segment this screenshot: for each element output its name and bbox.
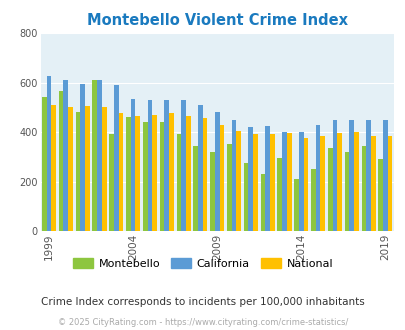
Bar	[387, 136, 392, 231]
Bar	[214, 112, 219, 231]
Bar	[181, 100, 185, 231]
Bar	[377, 159, 382, 231]
Bar	[370, 136, 375, 231]
Bar	[349, 120, 353, 231]
Bar	[152, 115, 157, 231]
Bar	[243, 163, 248, 231]
Bar	[303, 138, 308, 231]
Bar	[231, 120, 236, 231]
Bar	[294, 179, 298, 231]
Bar	[310, 169, 315, 231]
Bar	[360, 146, 365, 231]
Bar	[327, 148, 332, 231]
Legend: Montebello, California, National: Montebello, California, National	[68, 254, 337, 273]
Bar	[97, 80, 102, 231]
Bar	[382, 120, 387, 231]
Bar	[59, 91, 63, 231]
Bar	[298, 132, 303, 231]
Bar	[281, 132, 286, 231]
Bar	[51, 105, 56, 231]
Bar	[164, 100, 169, 231]
Bar	[277, 158, 281, 231]
Bar	[344, 152, 349, 231]
Bar	[130, 99, 135, 231]
Bar	[85, 106, 90, 231]
Bar	[47, 76, 51, 231]
Text: © 2025 CityRating.com - https://www.cityrating.com/crime-statistics/: © 2025 CityRating.com - https://www.city…	[58, 318, 347, 327]
Bar	[143, 122, 147, 231]
Bar	[109, 135, 114, 231]
Bar	[114, 85, 118, 231]
Bar	[332, 120, 337, 231]
Bar	[169, 114, 173, 231]
Bar	[286, 133, 291, 231]
Bar	[80, 84, 85, 231]
Bar	[135, 116, 140, 231]
Bar	[226, 145, 231, 231]
Bar	[176, 135, 181, 231]
Bar	[102, 107, 106, 231]
Bar	[253, 135, 257, 231]
Bar	[68, 107, 73, 231]
Bar	[236, 131, 241, 231]
Bar	[264, 126, 269, 231]
Bar	[198, 105, 202, 231]
Bar	[219, 125, 224, 231]
Bar	[365, 120, 370, 231]
Bar	[320, 136, 324, 231]
Bar	[42, 97, 47, 231]
Bar	[92, 80, 97, 231]
Bar	[248, 127, 253, 231]
Bar	[118, 114, 123, 231]
Title: Montebello Violent Crime Index: Montebello Violent Crime Index	[87, 13, 347, 28]
Bar	[159, 122, 164, 231]
Bar	[75, 112, 80, 231]
Bar	[260, 174, 264, 231]
Bar	[193, 146, 198, 231]
Bar	[269, 135, 274, 231]
Bar	[353, 132, 358, 231]
Bar	[202, 118, 207, 231]
Bar	[337, 133, 341, 231]
Bar	[315, 125, 320, 231]
Bar	[63, 80, 68, 231]
Bar	[147, 100, 152, 231]
Bar	[210, 152, 214, 231]
Text: Crime Index corresponds to incidents per 100,000 inhabitants: Crime Index corresponds to incidents per…	[41, 297, 364, 307]
Bar	[126, 117, 130, 231]
Bar	[185, 116, 190, 231]
